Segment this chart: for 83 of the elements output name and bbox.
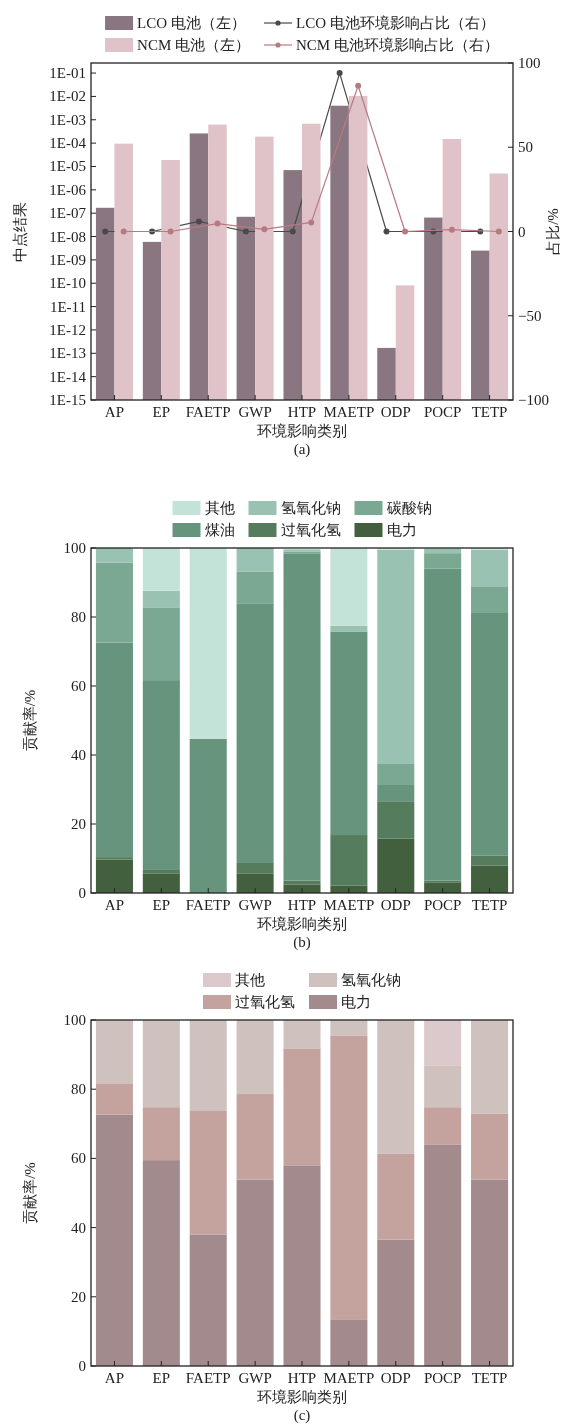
x-tick-label: MAETP <box>323 897 375 913</box>
x-tick-label: GWP <box>238 1370 272 1386</box>
x-tick-label: EP <box>152 1370 171 1386</box>
x-tick-label: FAETP <box>185 1370 231 1386</box>
x-tick-label: AP <box>104 897 125 913</box>
y-tick-label: 0 <box>78 885 86 901</box>
x-tick-label: AP <box>104 1370 125 1386</box>
x-tick-label: EP <box>152 404 171 420</box>
y-tick-label: 1E-09 <box>49 251 86 268</box>
legend-label: NCM 电池环境影响占比（右） <box>296 37 499 53</box>
x-tick-label: TETP <box>471 897 508 913</box>
x-tick-label: AP <box>104 404 125 420</box>
legend-label: 氢氧化钠 <box>341 972 401 988</box>
y-tick-label: 1E-10 <box>49 275 86 292</box>
x-tick-label: GWP <box>238 897 272 913</box>
x-tick-label: POCP <box>423 897 462 913</box>
x-tick-label: POCP <box>423 404 462 420</box>
y-tick-label: 60 <box>71 1150 86 1167</box>
y-tick-label: 0 <box>78 1358 86 1374</box>
y2-axis-title: 占比/% <box>545 208 561 255</box>
x-tick-label: TETP <box>471 404 508 420</box>
legend-label: 其他 <box>204 500 235 516</box>
y-tick-label: 1E-13 <box>49 345 86 362</box>
y-axis-title: 贡献率/% <box>22 1162 38 1224</box>
x-tick-label: MAETP <box>323 1370 375 1386</box>
y-axis-title: 贡献率/% <box>22 689 38 752</box>
y-tick-label: 1E-15 <box>49 392 86 408</box>
y-tick-label: 40 <box>71 747 86 763</box>
x-tick-label: FAETP <box>185 404 231 420</box>
x-tick-label: POCP <box>423 1370 462 1386</box>
text: (c) <box>293 1407 311 1424</box>
y-tick-label: 100 <box>63 540 86 556</box>
text: (a) <box>293 441 311 458</box>
y-tick-label: 80 <box>71 609 86 625</box>
y-tick-label: 1E-05 <box>49 158 86 175</box>
text: (b) <box>293 934 311 951</box>
y-tick-label: 20 <box>71 816 86 832</box>
x-axis-title: 环境影响类别 <box>257 916 347 932</box>
legend-label: LCO 电池环境影响占比（右） <box>296 15 495 31</box>
y-tick-label: 1E-14 <box>49 368 87 385</box>
y-tick-label: 1E-04 <box>49 135 87 152</box>
x-tick-label: TETP <box>471 1370 508 1386</box>
x-tick-label: MAETP <box>323 404 375 420</box>
x-tick-label: HTP <box>287 897 317 913</box>
x-tick-label: HTP <box>287 404 317 420</box>
y-tick-label: 20 <box>71 1288 86 1305</box>
legend-label: 煤油 <box>204 522 235 538</box>
y2-tick-label: −50 <box>518 307 542 324</box>
y-tick-label: 1E-11 <box>49 298 86 315</box>
y-tick-label: 1E-12 <box>49 321 86 338</box>
y-tick-label: 1E-01 <box>49 65 86 82</box>
legend-label: 过氧化氢 <box>280 522 341 538</box>
x-tick-label: EP <box>152 897 171 913</box>
y-tick-label: 1E-06 <box>49 181 87 198</box>
x-axis-title: 环境影响类别 <box>257 1389 347 1405</box>
y-tick-label: 80 <box>71 1081 86 1098</box>
y-tick-label: 1E-07 <box>49 205 87 222</box>
x-tick-label: GWP <box>238 404 272 420</box>
x-tick-label: ODP <box>380 404 411 420</box>
y-tick-label: 60 <box>71 678 86 694</box>
legend-label: 碳酸钠 <box>385 500 432 516</box>
legend-label: 其他 <box>235 972 265 988</box>
legend-label: LCO 电池（左） <box>137 15 246 31</box>
y-tick-label: 1E-08 <box>49 228 86 245</box>
x-tick-label: ODP <box>380 897 411 913</box>
legend-label: 电力 <box>341 994 371 1010</box>
y-tick-label: 40 <box>71 1219 86 1236</box>
x-tick-label: HTP <box>287 1370 317 1386</box>
y-tick-label: 1E-02 <box>49 88 86 105</box>
y-tick-label: 1E-03 <box>49 111 86 128</box>
legend-label: 氢氧化钠 <box>280 500 341 516</box>
legend-label: 过氧化氢 <box>235 994 295 1010</box>
y-tick-label: 100 <box>63 1012 86 1028</box>
y2-tick-label: 50 <box>518 139 533 156</box>
y2-tick-label: −100 <box>518 392 549 408</box>
x-tick-label: FAETP <box>185 897 231 913</box>
legend-label: 电力 <box>386 522 417 538</box>
x-axis-title: 环境影响类别 <box>257 423 347 439</box>
y2-tick-label: 0 <box>518 223 526 240</box>
y2-tick-label: 100 <box>518 55 541 71</box>
y-axis-title: 中点结果 <box>12 201 28 262</box>
x-tick-label: ODP <box>380 1370 411 1386</box>
legend-label: NCM 电池（左） <box>137 37 250 53</box>
